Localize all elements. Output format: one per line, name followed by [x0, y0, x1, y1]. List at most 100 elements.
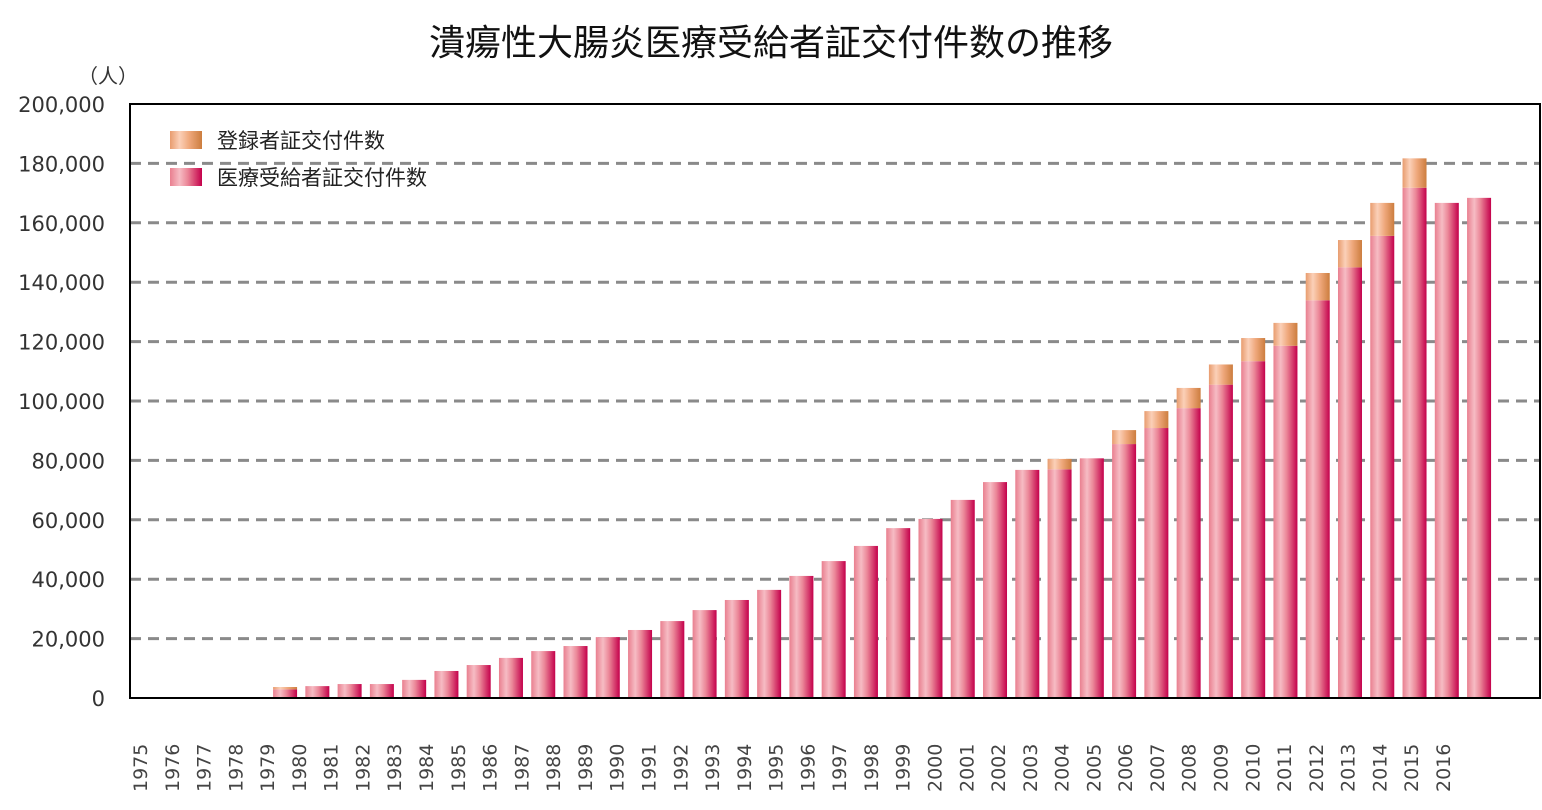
bar-medical — [595, 637, 620, 698]
y-tick-label: 100,000 — [18, 390, 105, 414]
bar-medical — [369, 684, 394, 698]
legend-label-medical: 医療受給者証交付件数 — [217, 166, 427, 190]
legend-swatch-medical — [170, 168, 202, 186]
bar-medical — [563, 646, 588, 698]
bar-registration — [1305, 272, 1330, 301]
bar-registration — [1337, 240, 1362, 268]
bar-medical — [628, 629, 653, 698]
x-tick-label: 1986 — [480, 744, 502, 792]
x-tick-label: 2015 — [1401, 744, 1423, 792]
x-tick-label: 1994 — [734, 744, 756, 792]
bar-medical — [498, 657, 523, 698]
x-tick-label: 1978 — [225, 744, 247, 792]
x-tick-label: 1975 — [130, 744, 152, 792]
x-tick-label: 1984 — [416, 744, 438, 792]
bar-medical — [1370, 235, 1395, 699]
bar-medical — [1273, 345, 1298, 698]
bar-medical — [402, 679, 427, 698]
bar-medical — [1434, 202, 1459, 698]
chart-title: 潰瘍性大腸炎医療受給者証交付件数の推移 — [428, 23, 1113, 64]
x-tick-label: 2014 — [1369, 744, 1391, 792]
bar-medical — [1402, 187, 1427, 698]
y-tick-label: 0 — [92, 687, 105, 711]
bar-medical — [918, 518, 943, 698]
x-tick-label: 1990 — [607, 744, 629, 792]
x-tick-label: 1998 — [861, 744, 883, 792]
bar-medical — [821, 561, 846, 698]
x-tick-label: 2006 — [1115, 744, 1137, 792]
bar-medical — [789, 575, 814, 698]
bar-registration — [1402, 158, 1427, 188]
bar-registration — [1047, 458, 1072, 470]
x-tick-label: 1983 — [384, 744, 406, 792]
x-tick-label: 2016 — [1433, 744, 1455, 792]
bar-medical — [1241, 361, 1266, 698]
y-tick-label: 120,000 — [18, 331, 105, 355]
x-tick-label: 1980 — [289, 744, 311, 792]
x-tick-label: 1976 — [162, 744, 184, 792]
x-tick-label: 2013 — [1338, 744, 1360, 792]
x-tick-label: 1991 — [638, 744, 660, 792]
legend-label-registration: 登録者証交付件数 — [217, 129, 385, 153]
x-tick-label: 1993 — [702, 744, 724, 792]
x-tick-label: 2007 — [1147, 744, 1169, 792]
bar-medical — [1112, 444, 1137, 698]
x-tick-label: 1985 — [448, 744, 470, 792]
y-tick-label: 200,000 — [18, 93, 105, 117]
bar-registration — [1370, 202, 1395, 236]
x-tick-label: 1992 — [670, 744, 692, 792]
x-tick-label: 1979 — [257, 744, 279, 792]
legend-swatch-registration — [170, 131, 202, 149]
bar-medical — [1208, 384, 1233, 698]
bar-medical — [1079, 458, 1104, 698]
x-tick-label: 2002 — [988, 744, 1010, 792]
bar-registration — [1112, 430, 1137, 445]
legend: 登録者証交付件数 医療受給者証交付件数 — [170, 129, 427, 190]
x-tick-label: 2004 — [1052, 744, 1074, 792]
bar-medical — [466, 665, 491, 698]
x-tick-label: 1999 — [893, 744, 915, 792]
bar-medical — [273, 689, 298, 698]
y-tick-label: 160,000 — [18, 212, 105, 236]
bar-medical — [983, 482, 1008, 698]
bar-medical — [1176, 408, 1201, 698]
x-tick-label: 2003 — [1020, 744, 1042, 792]
y-tick-label: 40,000 — [32, 568, 105, 592]
x-tick-label: 1977 — [194, 744, 216, 792]
bar-medical — [757, 589, 782, 698]
bar-medical — [531, 651, 556, 698]
x-tick-label: 1981 — [321, 744, 343, 792]
bar-registration — [273, 687, 298, 690]
bar-medical — [1337, 267, 1362, 698]
bar-medical — [1015, 469, 1040, 698]
bar-medical — [950, 499, 975, 698]
x-tick-label: 2012 — [1306, 744, 1328, 792]
bar-registration — [1176, 387, 1201, 409]
bar-medical — [724, 599, 749, 698]
bar-medical — [660, 621, 685, 698]
bar-medical — [434, 670, 459, 698]
bar-medical — [337, 684, 362, 698]
bar-registration — [1241, 338, 1266, 362]
bar-medical — [692, 610, 717, 698]
bar-medical — [1144, 428, 1169, 698]
bar-registration — [1208, 364, 1233, 385]
x-tick-label: 1988 — [543, 744, 565, 792]
bar-medical — [1047, 469, 1072, 698]
x-tick-label: 2009 — [1211, 744, 1233, 792]
x-tick-label: 1989 — [575, 744, 597, 792]
x-tick-label: 2010 — [1242, 744, 1264, 792]
y-tick-label: 180,000 — [18, 152, 105, 176]
bar-medical — [853, 545, 878, 698]
y-tick-label: 20,000 — [32, 628, 105, 652]
x-tick-label: 1987 — [511, 744, 533, 792]
bar-medical — [1467, 197, 1492, 699]
x-tick-label: 2001 — [956, 744, 978, 792]
x-tick-label: 2005 — [1083, 744, 1105, 792]
x-tick-label: 2008 — [1179, 744, 1201, 792]
x-tick-label: 2011 — [1274, 744, 1296, 792]
bar-medical — [305, 686, 330, 698]
bar-medical — [886, 528, 911, 698]
